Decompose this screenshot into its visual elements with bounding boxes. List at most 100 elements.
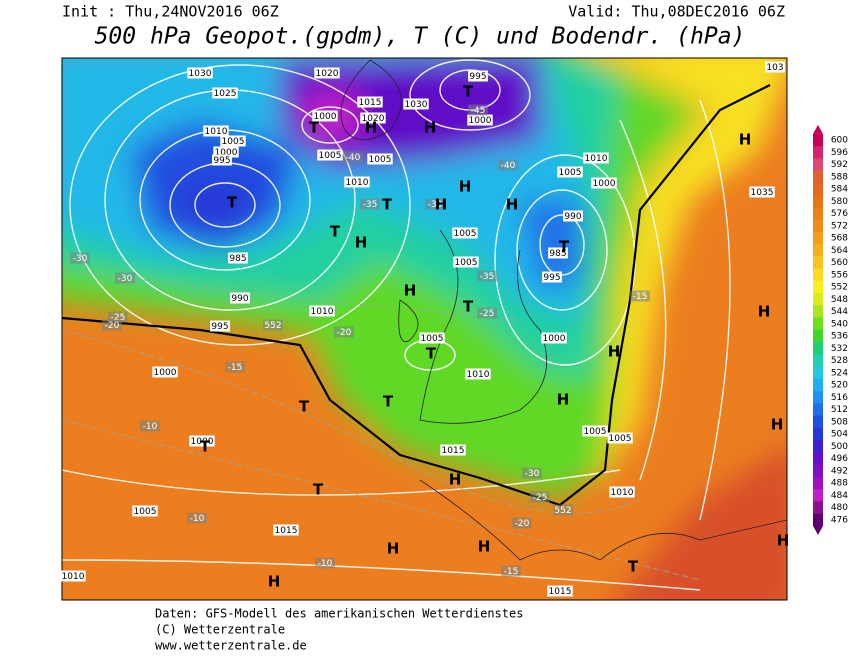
pressure-label-bg xyxy=(344,176,370,188)
valid-time: Valid: Thu,08DEC2016 06Z xyxy=(568,3,785,21)
pressure-center: H xyxy=(435,196,448,214)
pressure-label-bg xyxy=(609,486,635,498)
temperature-label: -30 xyxy=(118,274,133,284)
legend-swatch xyxy=(813,170,823,184)
legend-label: 496 xyxy=(831,454,848,464)
pressure-label: 1000 xyxy=(593,179,616,189)
pressure-center: H xyxy=(387,540,400,558)
pressure-center: H xyxy=(478,538,491,556)
legend-label: 528 xyxy=(831,356,848,366)
legend-swatch xyxy=(813,219,823,233)
pressure-label: 1010 xyxy=(611,488,634,498)
temperature-label: -20 xyxy=(105,321,120,331)
temperature-label-bg xyxy=(187,512,207,524)
pressure-label-bg xyxy=(312,110,338,122)
pressure-label-bg xyxy=(212,154,232,166)
temperature-label: -10 xyxy=(318,559,333,569)
pressure-label-bg xyxy=(419,332,445,344)
legend-swatch xyxy=(813,146,823,159)
legend-label: 500 xyxy=(831,442,848,452)
temperature-label-bg xyxy=(225,361,245,373)
temperature-label-bg xyxy=(263,319,283,331)
pressure-center: T xyxy=(628,558,639,576)
temperature-label-bg xyxy=(334,326,354,338)
legend-label: 560 xyxy=(831,258,848,268)
legend-label: 556 xyxy=(831,270,848,280)
legend-swatch xyxy=(813,280,823,294)
legend-swatch xyxy=(813,329,823,343)
pressure-label-bg xyxy=(210,320,230,332)
legend-label: 588 xyxy=(831,172,848,182)
temperature-label: -40 xyxy=(501,161,516,171)
legend-label: 576 xyxy=(831,209,848,219)
pressure-center: H xyxy=(365,119,378,137)
pressure-center: T xyxy=(330,223,341,241)
temperature-label: -10 xyxy=(190,514,205,524)
pressure-label: 103 xyxy=(766,63,783,73)
pressure-label: 1015 xyxy=(549,587,572,597)
temperature-label: -15 xyxy=(228,363,243,373)
pressure-center: T xyxy=(299,398,310,416)
pressure-label-bg xyxy=(583,152,609,164)
pressure-label: 1005 xyxy=(421,334,444,344)
legend-label: 508 xyxy=(831,417,848,427)
legend-label: 600 xyxy=(831,136,848,146)
legend-label: 512 xyxy=(831,405,848,415)
legend-swatch xyxy=(813,342,823,355)
pressure-label-bg xyxy=(314,67,340,79)
pressure-label-bg xyxy=(220,135,246,147)
temperature-label-bg xyxy=(501,565,521,577)
map-frame xyxy=(61,57,788,601)
pressure-label: 1015 xyxy=(275,526,298,536)
legend-swatch xyxy=(813,452,823,466)
temperature-label-bg xyxy=(553,504,573,516)
temperature-label-bg xyxy=(108,311,128,323)
pressure-label-bg xyxy=(542,271,562,283)
pressure-label: 995 xyxy=(213,156,230,166)
legend-label: 492 xyxy=(831,466,848,476)
pressure-label: 1005 xyxy=(319,151,342,161)
legend-label: 532 xyxy=(831,344,848,354)
legend-swatch xyxy=(813,427,823,441)
pressure-center: T xyxy=(463,83,474,101)
legend-arrow-bottom xyxy=(813,525,823,535)
temperature-label-bg xyxy=(477,270,497,282)
pressure-center: H xyxy=(424,119,437,137)
pressure-center: H xyxy=(459,178,472,196)
temperature-label-bg xyxy=(102,319,122,331)
pressure-label-bg xyxy=(317,149,343,161)
pressure-label-bg xyxy=(468,70,488,82)
pressure-label: 995 xyxy=(211,322,228,332)
legend-swatch xyxy=(813,415,823,429)
legend-swatch xyxy=(813,133,823,147)
legend-arrow-top xyxy=(813,124,823,134)
pressure-label-bg xyxy=(213,146,239,158)
temperature-label: -30 xyxy=(428,200,443,210)
pressure-center: T xyxy=(200,438,211,456)
legend-label: 520 xyxy=(831,381,848,391)
pressure-label: 985 xyxy=(229,254,246,264)
legend-swatch xyxy=(813,476,823,490)
pressure-center: H xyxy=(608,343,621,361)
temperature-label: -25 xyxy=(533,493,548,503)
pressure-center: H xyxy=(758,303,771,321)
pressure-label-bg xyxy=(187,67,213,79)
legend-swatch xyxy=(813,293,823,306)
pressure-label: 1010 xyxy=(205,127,228,137)
pressure-label: 1000 xyxy=(154,368,177,378)
pressure-label-bg xyxy=(563,210,583,222)
legend-swatch xyxy=(813,195,823,208)
legend-swatch xyxy=(813,256,823,270)
pressure-label: 1005 xyxy=(222,137,245,147)
temperature-label-bg xyxy=(630,290,650,302)
legend-swatch xyxy=(813,231,823,245)
legend-swatch xyxy=(813,464,823,478)
pressure-label-bg xyxy=(607,432,633,444)
pressure-label-bg xyxy=(541,332,567,344)
color-legend: 600 596 592 588 584 580 576 572 568 564 560 556 552 5… xyxy=(813,124,848,535)
pressure-center: H xyxy=(449,471,462,489)
pressure-label-bg xyxy=(557,166,583,178)
pressure-label: 1005 xyxy=(559,168,582,178)
temperature-label-bg xyxy=(468,104,488,116)
